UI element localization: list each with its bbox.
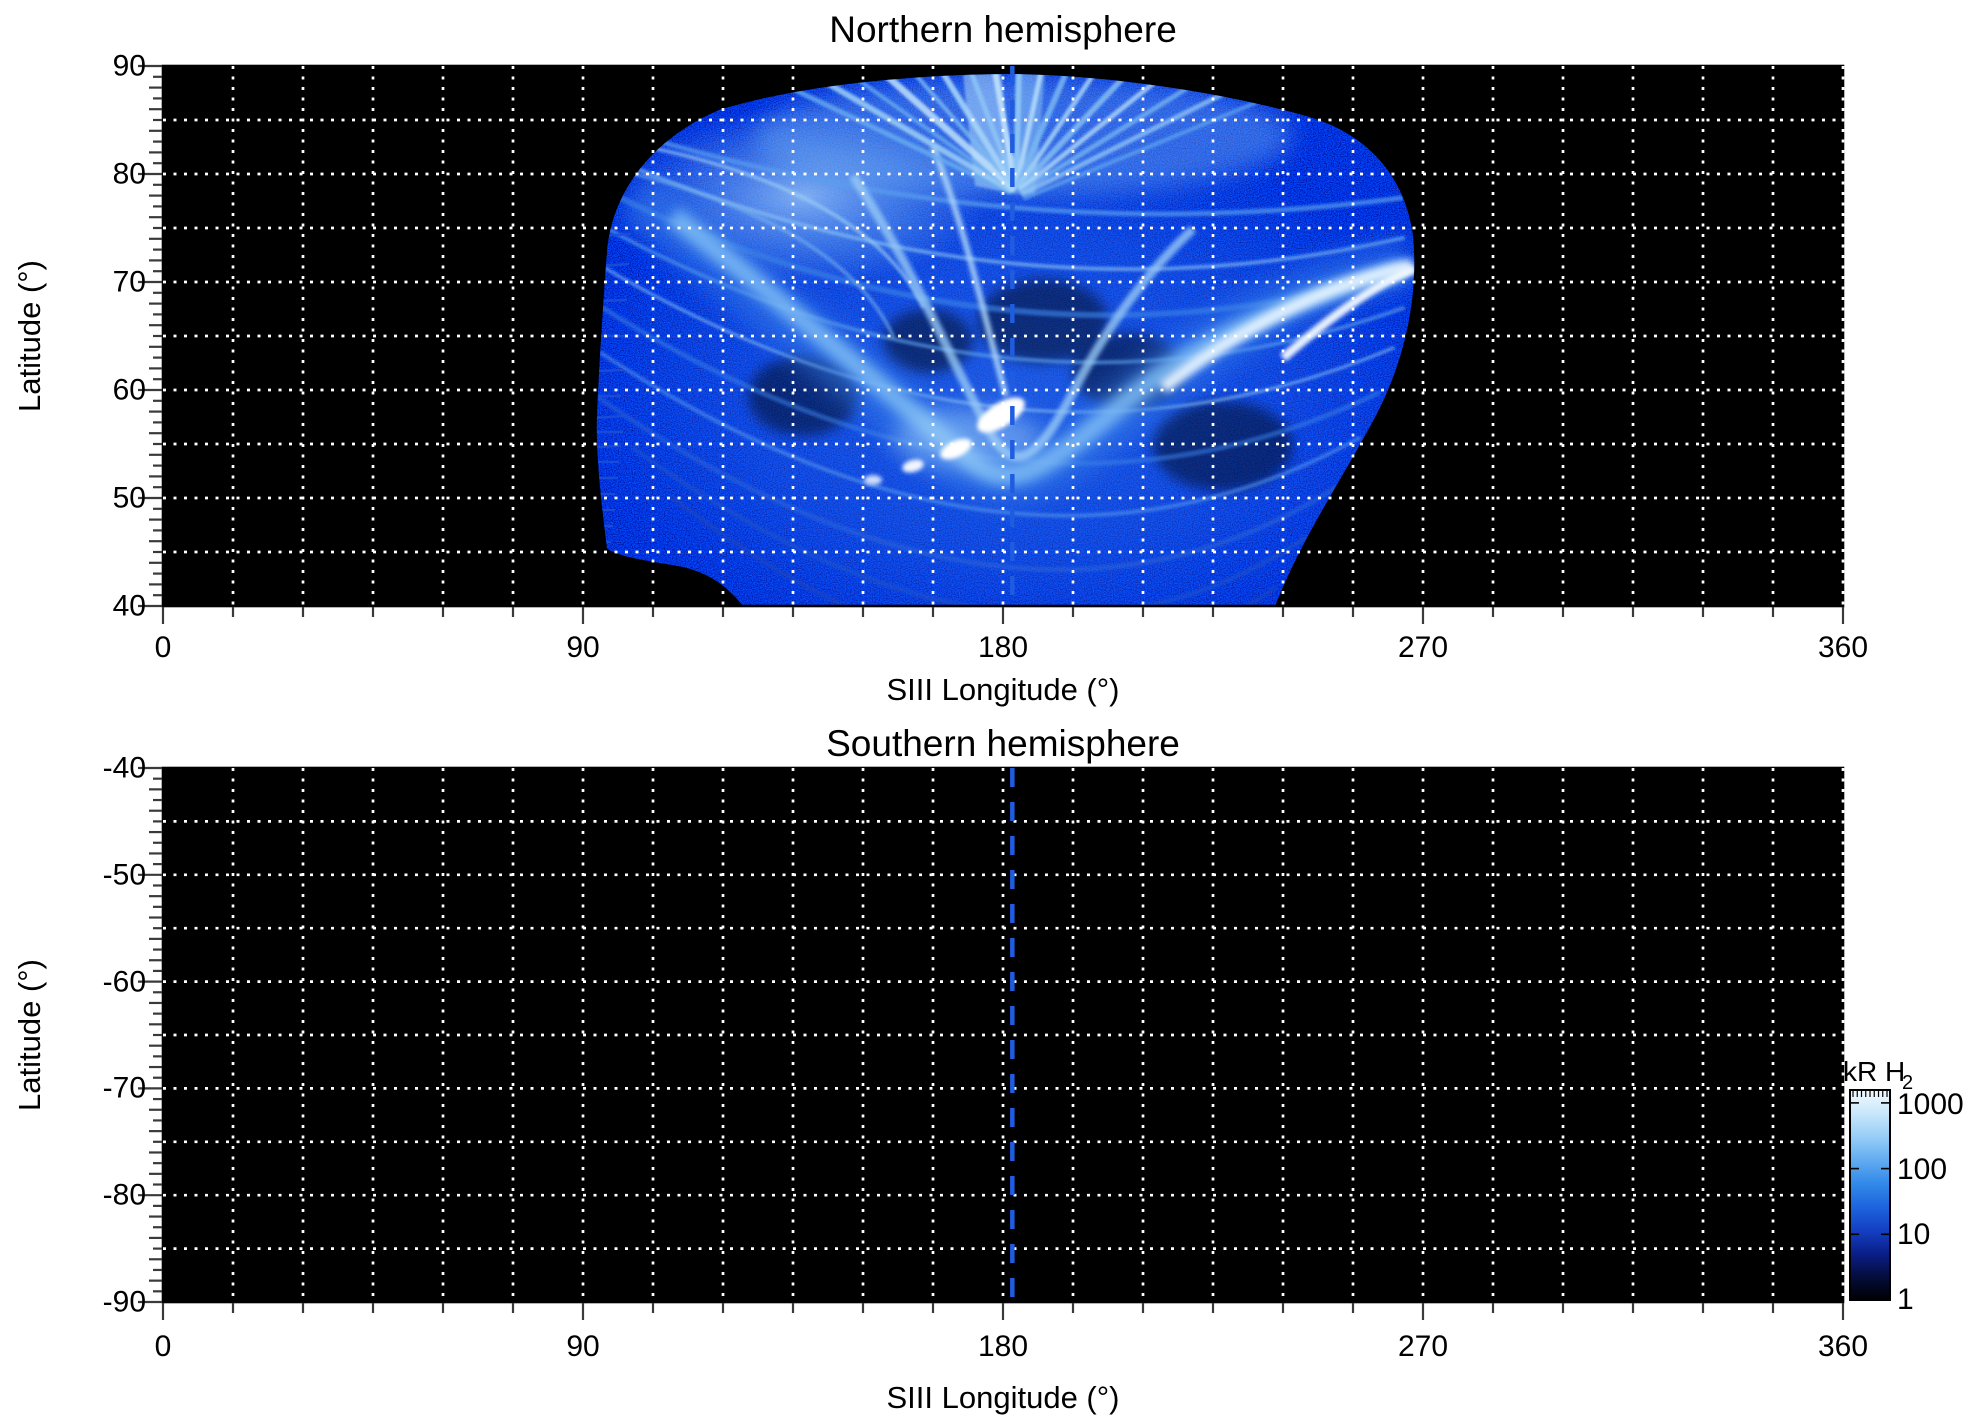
south-panel-title: Southern hemisphere [826, 723, 1180, 764]
colorbar-title: kR H [1843, 1056, 1905, 1087]
north-ytick-60: 60 [113, 374, 146, 407]
north-xtick-270: 270 [1398, 631, 1448, 664]
south-xtick-0: 0 [155, 1330, 172, 1363]
south-xtick-270: 270 [1398, 1330, 1448, 1363]
north-xtick-0: 0 [155, 631, 172, 664]
north-ytick-40: 40 [113, 590, 146, 623]
colorbar [1849, 1089, 1891, 1301]
north-ytick-80: 80 [113, 158, 146, 191]
south-ytick--80: -80 [103, 1179, 146, 1212]
north-ytick-70: 70 [113, 266, 146, 299]
north-panel-title: Northern hemisphere [829, 9, 1177, 50]
bright-spot-glow [893, 408, 1043, 468]
north-ytick-50: 50 [113, 482, 146, 515]
south-xaxis-label: SIII Longitude (°) [887, 1380, 1120, 1415]
aurora-inner-arc-2 [930, 144, 1009, 397]
colorbar-label-1: 1 [1897, 1283, 1914, 1316]
south-yaxis-label: Latitude (°) [12, 959, 47, 1111]
colorbar-title-subscript: 2 [1902, 1072, 1913, 1094]
colorbar-label-100: 100 [1897, 1153, 1947, 1186]
north-xaxis-label: SIII Longitude (°) [887, 672, 1120, 707]
south-xtick-180: 180 [978, 1330, 1028, 1363]
colorbar-label-10: 10 [1897, 1218, 1930, 1251]
north-xtick-90: 90 [566, 631, 599, 664]
south-xtick-90: 90 [566, 1330, 599, 1363]
south-ytick--50: -50 [103, 859, 146, 892]
north-yaxis-label: Latitude (°) [12, 260, 47, 412]
colorbar-swatch [1849, 1089, 1891, 1301]
aurora-right-bright-band [1158, 258, 1415, 394]
south-ytick--90: -90 [103, 1286, 146, 1319]
north-ytick-90: 90 [113, 50, 146, 83]
south-xtick-360: 360 [1818, 1330, 1868, 1363]
north-xtick-180: 180 [978, 631, 1028, 664]
south-ytick--60: -60 [103, 966, 146, 999]
north-xtick-360: 360 [1818, 631, 1868, 664]
north-grid-layer [138, 64, 1845, 624]
aurora-right-white-streak [1280, 264, 1415, 362]
south-ytick--40: -40 [103, 752, 146, 785]
south-ytick--70: -70 [103, 1072, 146, 1105]
south-grid-layer [138, 766, 1845, 1320]
colorbar-label-1000: 1000 [1897, 1088, 1964, 1121]
